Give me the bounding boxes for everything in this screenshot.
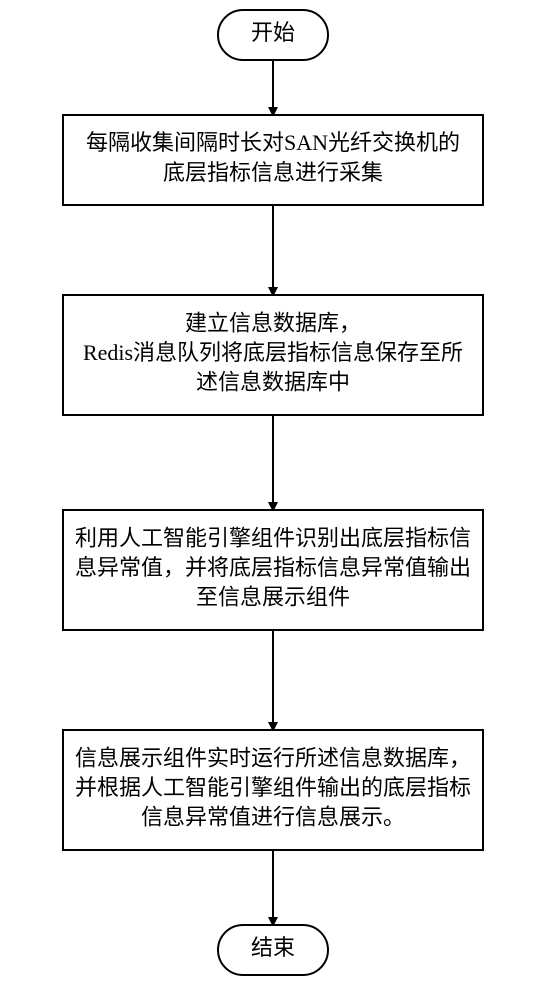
node-end: 结束: [218, 925, 328, 975]
node-step1-line-1: 底层指标信息进行采集: [163, 160, 383, 185]
node-start: 开始: [218, 10, 328, 60]
node-step4-line-1: 并根据人工智能引擎组件输出的底层指标: [75, 775, 471, 800]
node-step1: 每隔收集间隔时长对SAN光纤交换机的底层指标信息进行采集: [63, 115, 483, 205]
node-step3-line-0: 利用人工智能引擎组件识别出底层指标信: [75, 525, 471, 550]
node-step4-line-0: 信息展示组件实时运行所述信息数据库，: [75, 745, 471, 770]
node-step4: 信息展示组件实时运行所述信息数据库， 并根据人工智能引擎组件输出的底层指标信息异常…: [63, 730, 483, 850]
node-step2-line-0: 建立信息数据库，: [185, 310, 361, 335]
node-step2-line-2: 述信息数据库中: [196, 370, 350, 395]
node-end-line-0: 结束: [251, 935, 295, 960]
node-step2: 建立信息数据库， Redis消息队列将底层指标信息保存至所述信息数据库中: [63, 295, 483, 415]
node-step4-line-2: 信息异常值进行信息展示。: [141, 805, 405, 830]
node-step3-line-1: 息异常值，并将底层指标信息异常值输出: [75, 555, 471, 580]
node-step3: 利用人工智能引擎组件识别出底层指标信息异常值，并将底层指标信息异常值输出至信息展…: [63, 510, 483, 630]
node-step3-line-2: 至信息展示组件: [196, 585, 350, 610]
node-step2-line-1: Redis消息队列将底层指标信息保存至所: [83, 340, 463, 365]
node-step1-line-0: 每隔收集间隔时长对SAN光纤交换机的: [86, 130, 460, 155]
node-start-line-0: 开始: [251, 20, 295, 45]
